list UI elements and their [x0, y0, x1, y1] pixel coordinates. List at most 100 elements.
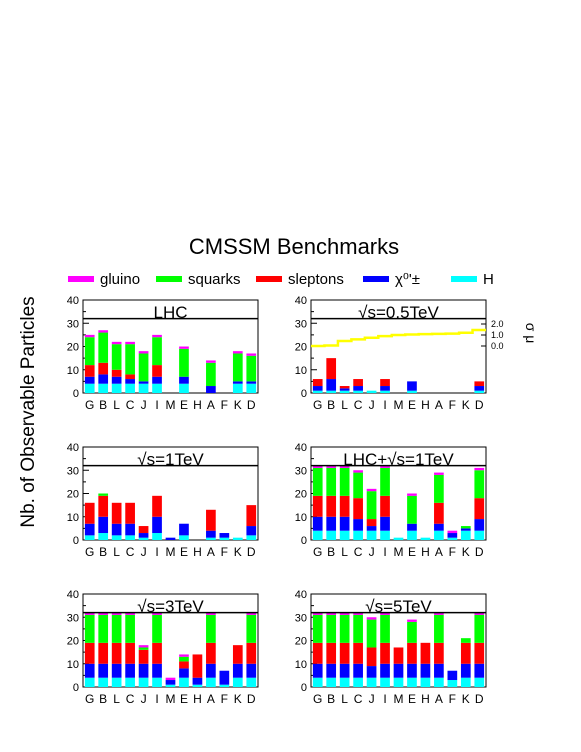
category-label: D [247, 545, 256, 559]
category-label: E [180, 692, 188, 706]
category-label: F [221, 398, 228, 412]
bar-segment [434, 472, 444, 475]
bar-segment [125, 379, 135, 384]
bar-segment [111, 612, 122, 615]
bar-segment [312, 465, 323, 468]
bar-segment [434, 612, 444, 615]
y-tick-label: 40 [67, 442, 79, 454]
category-label: K [462, 692, 470, 706]
category-label: B [99, 398, 107, 412]
bar-segment [98, 533, 109, 540]
category-label: I [383, 692, 386, 706]
legend-label-4: H [483, 271, 494, 288]
category-label: E [408, 692, 416, 706]
bar-segment [474, 498, 485, 520]
bar-segment [312, 530, 323, 540]
bar-segment [206, 386, 216, 393]
bar-segment [125, 344, 135, 375]
legend-swatch-4 [451, 276, 477, 282]
bar-segment [380, 390, 390, 393]
bar-segment [380, 379, 390, 387]
bar-segment [393, 663, 404, 678]
category-label: B [327, 545, 335, 559]
y-tick-label: 40 [295, 295, 307, 307]
bar-segment [125, 383, 135, 393]
bar-segment [312, 516, 323, 531]
bar-segment [98, 677, 109, 687]
category-label: E [408, 398, 416, 412]
bar-segment [125, 374, 135, 380]
bar-segment [111, 344, 122, 370]
legend-swatch-0 [68, 276, 94, 282]
category-label: B [99, 545, 107, 559]
bar-segment [366, 519, 377, 527]
bar-segment [111, 383, 122, 393]
category-label: G [85, 692, 94, 706]
category-label: J [141, 545, 147, 559]
bar-segment [246, 677, 257, 687]
bar-segment [474, 612, 485, 615]
bar-segment [138, 663, 149, 678]
sigma-mu-label: σ μ [523, 323, 539, 344]
bar-segment [380, 495, 390, 517]
bar-segment [84, 523, 95, 536]
category-label: C [126, 545, 135, 559]
bar-segment [420, 677, 431, 687]
category-label: C [354, 692, 363, 706]
bar-segment [353, 386, 363, 391]
bar-segment [339, 677, 350, 687]
bar-segment [232, 645, 243, 664]
y-tick-label: 10 [295, 365, 307, 377]
category-label: G [85, 545, 94, 559]
y-tick-label: 40 [67, 295, 79, 307]
y-tick-label: 0 [301, 682, 307, 694]
legend-label-1: squarks [188, 271, 241, 288]
bar-segment [474, 386, 485, 391]
bar-segment [98, 495, 109, 517]
bar-segment [366, 617, 377, 620]
bar-segment [138, 383, 149, 393]
bar-segment [179, 656, 189, 662]
panel-title: √s=1TeV [137, 450, 204, 469]
bar-segment [84, 334, 95, 338]
bar-segment [179, 677, 189, 687]
bar-segment [192, 684, 203, 687]
bar-segment [312, 663, 323, 678]
legend-swatch-2 [256, 276, 282, 282]
bar-segment [111, 369, 122, 377]
bar-segment [232, 353, 243, 382]
bar-segment [246, 526, 257, 536]
bar-segment [179, 383, 189, 393]
category-label: G [313, 692, 322, 706]
bar-segment [474, 614, 485, 643]
bar-segment [393, 537, 404, 540]
bar-segment [339, 663, 350, 678]
bar-segment [407, 495, 417, 524]
bar-segment [380, 465, 390, 468]
bar-segment [206, 530, 216, 538]
bar-segment [353, 470, 363, 473]
bar-segment [84, 612, 95, 615]
panel-3: 0 10 20 30 40 G B L C J I M E H A F K D LHC+√s=1TeV [295, 442, 487, 559]
bar-segment [206, 677, 216, 687]
bar-segment [474, 519, 485, 531]
bar-segment [407, 530, 417, 540]
category-label: A [435, 398, 443, 412]
y-tick-label: 20 [295, 489, 307, 501]
bar-segment [339, 495, 350, 517]
bar-segment [246, 642, 257, 664]
bar-segment [125, 614, 135, 643]
bar-segment [460, 526, 471, 529]
bar-segment [353, 677, 363, 687]
bar-segment [460, 530, 471, 540]
category-label: J [141, 692, 147, 706]
bar-segment [312, 612, 323, 615]
category-label: E [180, 545, 188, 559]
bar-segment [98, 612, 109, 615]
bar-segment [98, 642, 109, 664]
category-label: L [113, 398, 120, 412]
bar-segment [353, 530, 363, 540]
bar-segment [165, 684, 176, 687]
bar-segment [339, 467, 350, 496]
